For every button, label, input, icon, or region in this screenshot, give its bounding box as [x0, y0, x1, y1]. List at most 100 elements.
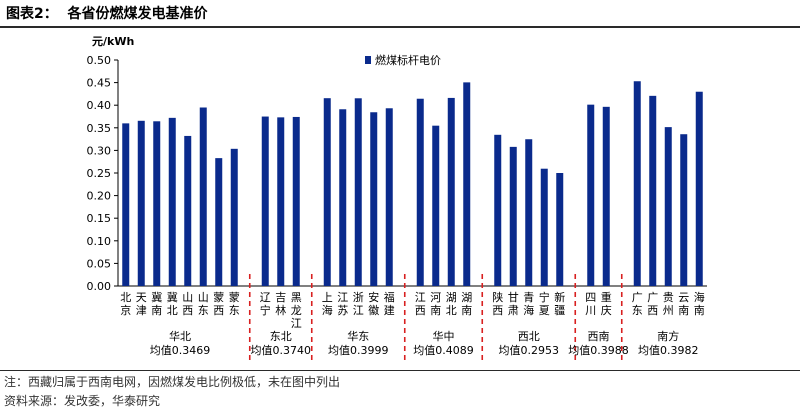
x-category-label-char: 吉	[275, 291, 286, 304]
x-category-label-char: 庆	[601, 303, 612, 317]
group-name-label: 南方	[657, 329, 679, 343]
x-category-label-char: 山	[198, 291, 209, 304]
x-category-label-char: 黑	[291, 291, 302, 304]
x-category-label-char: 南	[151, 304, 162, 317]
x-category-label-char: 湖	[446, 291, 457, 304]
x-category-label-char: 南	[461, 304, 472, 317]
group-average-label: 均值0.2953	[499, 344, 560, 357]
bar	[261, 116, 269, 286]
x-category-label-char: 浙	[353, 291, 364, 304]
x-category-label-char: 宁	[260, 303, 271, 317]
x-category-label-char: 重	[601, 290, 612, 304]
x-category-label-char: 京	[120, 303, 131, 317]
bar	[680, 134, 688, 286]
x-category-label-char: 江	[291, 317, 302, 330]
bar	[122, 123, 130, 287]
y-tick-label: 0.50	[87, 54, 112, 67]
y-tick-label: 0.15	[87, 212, 112, 225]
bar	[385, 108, 393, 287]
x-category-label-char: 甘	[508, 291, 519, 304]
x-category-label-char: 陕	[492, 290, 503, 304]
group-average-label: 均值0.3740	[251, 344, 312, 357]
bar	[416, 98, 424, 287]
x-category-label-char: 北	[120, 291, 131, 304]
bar	[664, 127, 672, 286]
x-category-label-char: 海	[694, 290, 705, 304]
bar	[633, 81, 641, 286]
x-category-label-char: 新	[554, 290, 565, 304]
bar	[215, 158, 223, 286]
group-average-label: 均值0.3469	[150, 344, 211, 357]
bar	[137, 120, 145, 286]
bar	[695, 91, 703, 286]
figure-source: 资料来源：发改委，华泰研究	[4, 394, 161, 408]
bar	[153, 121, 161, 286]
x-category-label-char: 辽	[260, 291, 271, 304]
bar	[230, 148, 238, 286]
x-category-label-char: 徽	[368, 303, 379, 317]
y-tick-label: 0.35	[87, 122, 112, 135]
group-average-label: 均值0.3982	[638, 344, 699, 357]
y-tick-label: 0.05	[87, 257, 112, 270]
group-name-label: 华北	[169, 329, 191, 343]
x-category-label-char: 东	[198, 304, 209, 317]
x-category-label-char: 州	[663, 304, 674, 317]
group-name-label: 东北	[270, 330, 292, 343]
x-category-label-char: 东	[632, 304, 643, 317]
x-category-label-char: 龙	[291, 304, 302, 317]
y-tick-label: 0.00	[87, 280, 112, 293]
x-category-label-char: 林	[275, 303, 286, 317]
bar	[509, 146, 517, 286]
x-category-label-char: 江	[415, 291, 426, 304]
bar	[525, 139, 533, 286]
x-category-label-char: 四	[585, 291, 596, 304]
legend-label: 燃煤标杆电价	[375, 53, 441, 67]
bar	[432, 125, 440, 286]
x-category-label-char: 西	[415, 304, 426, 317]
bar	[277, 117, 285, 287]
x-category-label-char: 海	[523, 303, 534, 317]
bar	[339, 109, 347, 286]
y-tick-label: 0.45	[87, 77, 112, 90]
x-category-label-char: 广	[632, 291, 643, 304]
legend-swatch	[365, 56, 371, 64]
x-category-label-char: 冀	[151, 290, 162, 304]
x-category-label-char: 西	[647, 304, 658, 317]
bar	[494, 134, 502, 286]
x-category-label-char: 云	[678, 291, 689, 304]
bar	[292, 116, 300, 287]
bar	[370, 112, 378, 287]
figure-header: 图表2： 各省份燃煤发电基准价	[0, 0, 800, 28]
bar	[184, 135, 192, 286]
x-category-label-char: 青	[523, 291, 534, 304]
bar	[649, 95, 657, 286]
x-category-label-char: 山	[182, 291, 193, 304]
x-category-label-char: 北	[446, 304, 457, 317]
x-category-label-char: 南	[694, 304, 705, 317]
x-category-label-char: 川	[585, 304, 596, 317]
x-category-label-char: 苏	[337, 304, 348, 317]
x-category-label-char: 南	[678, 304, 689, 317]
group-average-label: 均值0.3999	[328, 344, 389, 357]
x-category-label-char: 安	[368, 290, 379, 304]
bar	[199, 107, 207, 286]
y-axis-unit-label: 元/kWh	[92, 35, 134, 48]
bar	[463, 82, 471, 287]
x-category-label-char: 江	[337, 291, 348, 304]
x-category-label-char: 广	[647, 291, 658, 304]
x-category-label-char: 蒙	[213, 291, 224, 304]
group-name-label: 西南	[588, 330, 610, 343]
y-tick-label: 0.40	[87, 99, 112, 112]
bar	[540, 168, 548, 286]
x-category-label-char: 津	[136, 304, 147, 317]
x-category-label-char: 蒙	[229, 291, 240, 304]
x-category-label-char: 宁	[539, 290, 550, 304]
bar	[168, 117, 176, 286]
x-category-label-char: 海	[322, 303, 333, 317]
x-category-label-char: 肃	[508, 304, 519, 317]
bar	[587, 104, 595, 287]
x-category-label-char: 北	[167, 304, 178, 317]
bar	[447, 97, 455, 287]
x-category-label-char: 夏	[539, 304, 550, 317]
figure-title: 图表2： 各省份燃煤发电基准价	[6, 6, 208, 22]
